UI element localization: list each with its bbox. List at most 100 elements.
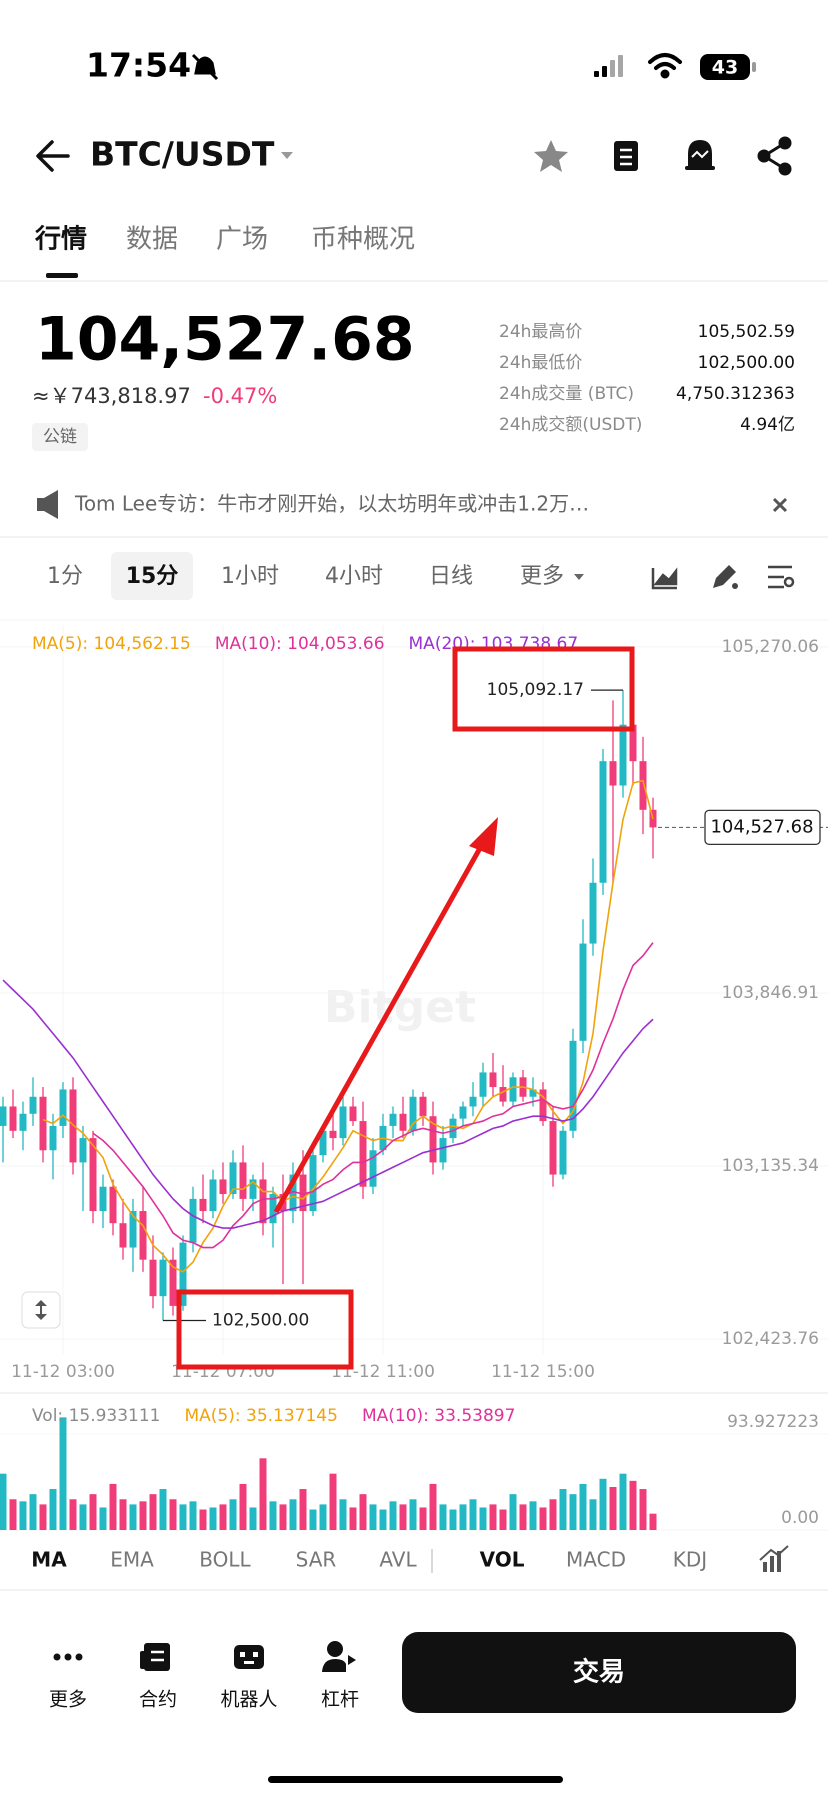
back-button[interactable] (36, 140, 70, 172)
contract-icon[interactable] (140, 1643, 170, 1671)
interval-tab[interactable]: 更多 (520, 564, 564, 589)
megaphone-icon (37, 490, 58, 519)
nav-label[interactable]: 更多 (49, 1689, 87, 1711)
indicator-tab[interactable]: VOL (480, 1548, 525, 1572)
indicator-settings-icon[interactable] (759, 1545, 789, 1572)
candle-body (49, 1125, 57, 1151)
volume-tick-label: 93.927223 (727, 1412, 819, 1432)
interval-tab[interactable]: 1小时 (221, 564, 279, 589)
indicator-tab[interactable]: MA (31, 1548, 67, 1572)
candle-body (489, 1072, 497, 1088)
scale-button[interactable] (21, 1291, 61, 1329)
candle-body (0, 1106, 7, 1126)
volume-bar (149, 1494, 157, 1530)
volume-bar (569, 1494, 577, 1530)
stat-value: 4.94亿 (740, 415, 795, 435)
volume-bar (109, 1483, 117, 1530)
volume-bar (649, 1513, 657, 1530)
candle-body (99, 1186, 107, 1212)
notes-icon[interactable] (614, 141, 638, 171)
candle-body (299, 1174, 307, 1212)
battery-level: 43 (712, 57, 738, 79)
volume-bar (239, 1483, 247, 1530)
volume-bar (39, 1504, 47, 1530)
interval-tab[interactable]: 日线 (429, 564, 473, 589)
indicator-tab[interactable]: MACD (566, 1548, 626, 1572)
draw-icon[interactable] (713, 565, 738, 589)
candle-body (589, 882, 597, 944)
home-indicator (268, 1776, 563, 1783)
wifi-icon (648, 53, 682, 79)
indicator-tab[interactable]: SAR (296, 1548, 337, 1572)
ma-legend-item: MA(10): 104,053.66 (215, 634, 385, 654)
interval-tab[interactable]: 4小时 (325, 564, 383, 589)
candle-body (399, 1113, 407, 1131)
stat-label: 24h成交量 (BTC) (499, 384, 634, 404)
tab[interactable]: 广场 (216, 225, 268, 255)
indicator-tab[interactable]: BOLL (199, 1548, 251, 1572)
tab[interactable]: 数据 (126, 225, 178, 255)
indicator-tab[interactable]: AVL (379, 1548, 417, 1572)
nav-label[interactable]: 杠杆 (321, 1689, 359, 1711)
candle-body (549, 1121, 557, 1175)
candle-body (409, 1096, 417, 1131)
indicator-tab[interactable]: KDJ (673, 1548, 707, 1572)
volume-bar (99, 1507, 107, 1530)
volume-bar (319, 1504, 327, 1530)
candle-body (189, 1198, 197, 1243)
x-tick-label: 11-12 03:00 (11, 1362, 115, 1382)
tab[interactable]: 行情 (34, 224, 87, 255)
interval-tab[interactable]: 1分 (47, 564, 83, 589)
ma-line (2, 979, 654, 1229)
mute-icon (191, 53, 219, 81)
volume-bar (389, 1501, 397, 1530)
signal-icon (594, 55, 623, 77)
candle-body (559, 1130, 567, 1175)
tab-underline (46, 273, 78, 278)
interval-tab[interactable]: 15分 (126, 564, 179, 589)
stat-value: 102,500.00 (698, 353, 795, 373)
indicator-tab[interactable]: EMA (110, 1548, 154, 1572)
trade-button[interactable] (402, 1632, 796, 1713)
intervals: 1分 15分 1小时 4小时 日线 更多 (47, 564, 584, 589)
ma-line (42, 779, 654, 1273)
chart-type-icon[interactable] (651, 567, 678, 590)
volume-chart: 93.927223 0.00 Vol: 15.933111 MA(5): 35.137… (0, 1406, 828, 1531)
news-close[interactable] (772, 497, 788, 513)
share-icon[interactable] (757, 136, 792, 176)
tab[interactable]: 币种概况 (311, 225, 415, 255)
volume-bar (199, 1509, 207, 1530)
volume-bar (419, 1507, 427, 1530)
candle-body (169, 1259, 177, 1306)
dropdown-caret[interactable] (574, 574, 584, 580)
annotation-arrowhead (469, 817, 498, 856)
margin-icon[interactable] (322, 1641, 356, 1672)
candle-body (509, 1077, 517, 1102)
alert-icon[interactable] (685, 140, 715, 170)
settings-icon[interactable] (768, 565, 795, 589)
volume-bar (129, 1504, 137, 1530)
pair-title[interactable]: BTC/USDT (90, 135, 275, 174)
candle-body (619, 724, 627, 786)
candle-body (599, 761, 607, 883)
news-text[interactable]: Tom Lee专访：牛市才刚开始，以太坊明年或冲击1.2万… (74, 492, 589, 516)
candle-body (469, 1096, 477, 1107)
last-price: 104,527.68 (35, 305, 415, 375)
bot-icon[interactable] (234, 1645, 264, 1669)
nav-label[interactable]: 合约 (139, 1689, 177, 1711)
volume-bar (159, 1489, 167, 1530)
nav-label[interactable]: 机器人 (220, 1689, 277, 1711)
volume-bar (399, 1504, 407, 1530)
pair-dropdown[interactable] (281, 152, 293, 159)
candle-body (179, 1242, 187, 1306)
volume-bar (609, 1486, 617, 1530)
candle-body (429, 1116, 437, 1163)
candle-body (639, 761, 647, 810)
volume-bar (579, 1483, 587, 1530)
more-icon[interactable] (53, 1653, 83, 1661)
trade-button-label[interactable]: 交易 (573, 1657, 625, 1688)
favorite-icon[interactable] (534, 140, 568, 172)
candle-body (259, 1179, 267, 1224)
stats: 24h最高价 105,502.59 24h最低价 102,500.00 24h成交量 (… (499, 322, 795, 435)
